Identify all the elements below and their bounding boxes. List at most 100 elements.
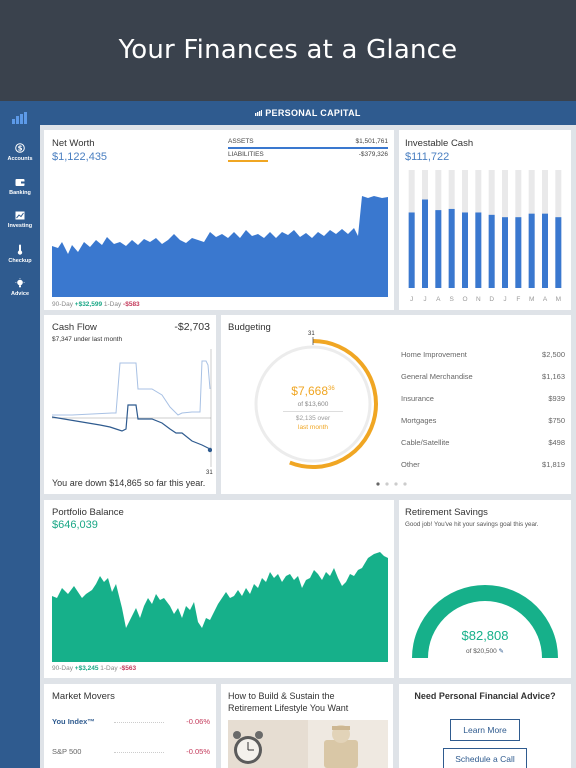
- portfolio-area-chart[interactable]: [52, 548, 388, 662]
- cash-bar[interactable]: [555, 217, 562, 288]
- cash-flow-footer: You are down $14,865 so far this year.: [52, 478, 206, 488]
- change-90-value: +$32,599: [74, 301, 103, 308]
- net-worth-title: Net Worth: [52, 138, 95, 149]
- sidebar-item-advice[interactable]: Advice: [0, 278, 40, 297]
- budgeting-card[interactable]: Budgeting 31 $7,66836 of $13,600 $2,135 …: [221, 315, 571, 494]
- liabilities-value: -$379,326: [358, 151, 388, 158]
- article-image[interactable]: [228, 720, 388, 768]
- budget-category-amount: $1,163: [542, 372, 565, 381]
- net-worth-value: $1,122,435: [52, 151, 108, 163]
- period-1-label: 1-Day: [103, 301, 122, 308]
- budget-spent: $7,66836: [246, 384, 380, 398]
- cash-month-label: S: [449, 296, 454, 303]
- cash-bar[interactable]: [408, 212, 415, 288]
- retirement-title: Retirement Savings: [405, 507, 488, 518]
- retirement-savings-card[interactable]: Retirement Savings Good job! You've hit …: [399, 500, 571, 678]
- cash-flow-day-label: 31: [206, 470, 213, 476]
- sidebar-item-label: Banking: [9, 190, 31, 196]
- advice-title: Need Personal Financial Advice?: [414, 691, 556, 701]
- market-row-change: -0.05%: [186, 747, 210, 756]
- retirement-gauge[interactable]: [399, 580, 571, 660]
- article-title-line1: How to Build & Sustain the: [228, 691, 335, 701]
- sidebar: [0, 101, 40, 768]
- market-movers-card[interactable]: Market Movers You Index™ -0.06% S&P 500 …: [44, 684, 216, 768]
- page-dots[interactable]: [376, 482, 416, 486]
- budget-category-name: Home Improvement: [401, 350, 467, 359]
- period-90-label: 90-Day: [52, 665, 73, 672]
- budget-category-name: Mortgages: [401, 416, 437, 425]
- cash-month-label: D: [489, 296, 494, 303]
- learn-more-button[interactable]: Learn More: [450, 719, 520, 741]
- cash-bar[interactable]: [528, 213, 535, 288]
- cash-bar[interactable]: [462, 212, 468, 288]
- budget-over-text: last month: [298, 424, 328, 431]
- cash-month-label: J: [410, 296, 413, 303]
- budget-of-total: of $13,600: [297, 401, 329, 408]
- market-movers-title: Market Movers: [52, 691, 115, 702]
- app-header: PERSONAL CAPITAL: [40, 101, 576, 125]
- chart-icon: [15, 211, 25, 220]
- cash-bar[interactable]: [448, 208, 455, 288]
- budget-category-amount: $939: [548, 394, 565, 403]
- net-worth-changes: 90-Day +$32,599 1-Day -$583: [52, 301, 140, 308]
- cash-flow-title: Cash Flow: [52, 322, 97, 333]
- sidebar-item-checkup[interactable]: Checkup: [0, 244, 40, 264]
- portfolio-balance-card[interactable]: Portfolio Balance $646,039 90-Day +$3,24…: [44, 500, 394, 678]
- svg-text:$: $: [18, 145, 23, 153]
- investable-cash-title: Investable Cash: [405, 138, 474, 149]
- investable-cash-card[interactable]: Investable Cash $111,722 J J A S O N D J F M A M: [399, 130, 571, 310]
- sidebar-item-investing[interactable]: Investing: [0, 211, 40, 229]
- budget-category-name: Insurance: [401, 394, 434, 403]
- cash-month-label: M: [529, 296, 534, 303]
- budget-ring-track: [254, 345, 372, 463]
- market-sparkline: [114, 752, 164, 753]
- budget-ring-progress: [289, 339, 378, 469]
- sidebar-item-label: Checkup: [8, 258, 32, 264]
- cash-month-label: A: [543, 296, 548, 303]
- budget-spent-value: $7,668: [291, 384, 328, 398]
- net-worth-card[interactable]: Net Worth $1,122,435 ASSETS $1,501,761 L…: [44, 130, 394, 310]
- dashboard: Net Worth $1,122,435 ASSETS $1,501,761 L…: [40, 125, 576, 768]
- liabilities-label: LIABILITIES: [228, 151, 264, 158]
- budget-category-amount: $498: [548, 438, 565, 447]
- budget-category-name: General Merchandise: [401, 372, 473, 381]
- app-logo-icon[interactable]: [12, 112, 27, 124]
- cash-bar[interactable]: [542, 213, 548, 288]
- portfolio-value: $646,039: [52, 519, 98, 531]
- cash-month-label: N: [476, 296, 481, 303]
- market-sparkline: [114, 722, 164, 723]
- change-1-value: -$563: [119, 665, 137, 672]
- cash-bar[interactable]: [475, 212, 482, 288]
- cash-flow-card[interactable]: Cash Flow -$2,703 $7,347 under last mont…: [44, 315, 216, 494]
- hero-title: Your Finances at a Glance: [118, 34, 458, 65]
- pencil-icon[interactable]: ✎: [498, 648, 504, 655]
- sidebar-item-accounts[interactable]: $ Accounts: [0, 143, 40, 162]
- period-1-label: 1-Day: [100, 665, 118, 672]
- cash-month-label: M: [556, 296, 561, 303]
- cash-bar[interactable]: [422, 199, 428, 289]
- cash-flow-value: -$2,703: [174, 321, 210, 333]
- market-row-change: -0.06%: [186, 717, 210, 726]
- hero-banner: Your Finances at a Glance: [0, 0, 576, 101]
- assets-label: ASSETS: [228, 138, 254, 145]
- cash-bar[interactable]: [502, 217, 508, 288]
- budgeting-day-label: 31: [308, 331, 315, 337]
- advice-card[interactable]: Need Personal Financial Advice? Learn Mo…: [399, 684, 571, 768]
- net-worth-area-chart[interactable]: [52, 182, 388, 297]
- cash-month-label: A: [436, 296, 441, 303]
- sidebar-item-label: Advice: [10, 291, 30, 297]
- brand-name: PERSONAL CAPITAL: [265, 108, 361, 118]
- budget-progress-ring[interactable]: [246, 337, 380, 471]
- cash-bar[interactable]: [515, 217, 522, 288]
- cash-bar[interactable]: [435, 210, 442, 288]
- retirement-goal: of $20,500 ✎: [399, 647, 571, 655]
- article-card[interactable]: How to Build & Sustain the Retirement Li…: [221, 684, 393, 768]
- sidebar-item-banking[interactable]: Banking: [0, 178, 40, 196]
- liabilities-bar: [228, 160, 268, 162]
- retirement-value: $82,808: [461, 628, 509, 643]
- cash-flow-subtitle: $7,347 under last month: [52, 336, 123, 343]
- cash-flow-line-chart[interactable]: [52, 349, 212, 469]
- cash-bar[interactable]: [488, 214, 495, 288]
- schedule-call-button[interactable]: Schedule a Call: [443, 748, 527, 768]
